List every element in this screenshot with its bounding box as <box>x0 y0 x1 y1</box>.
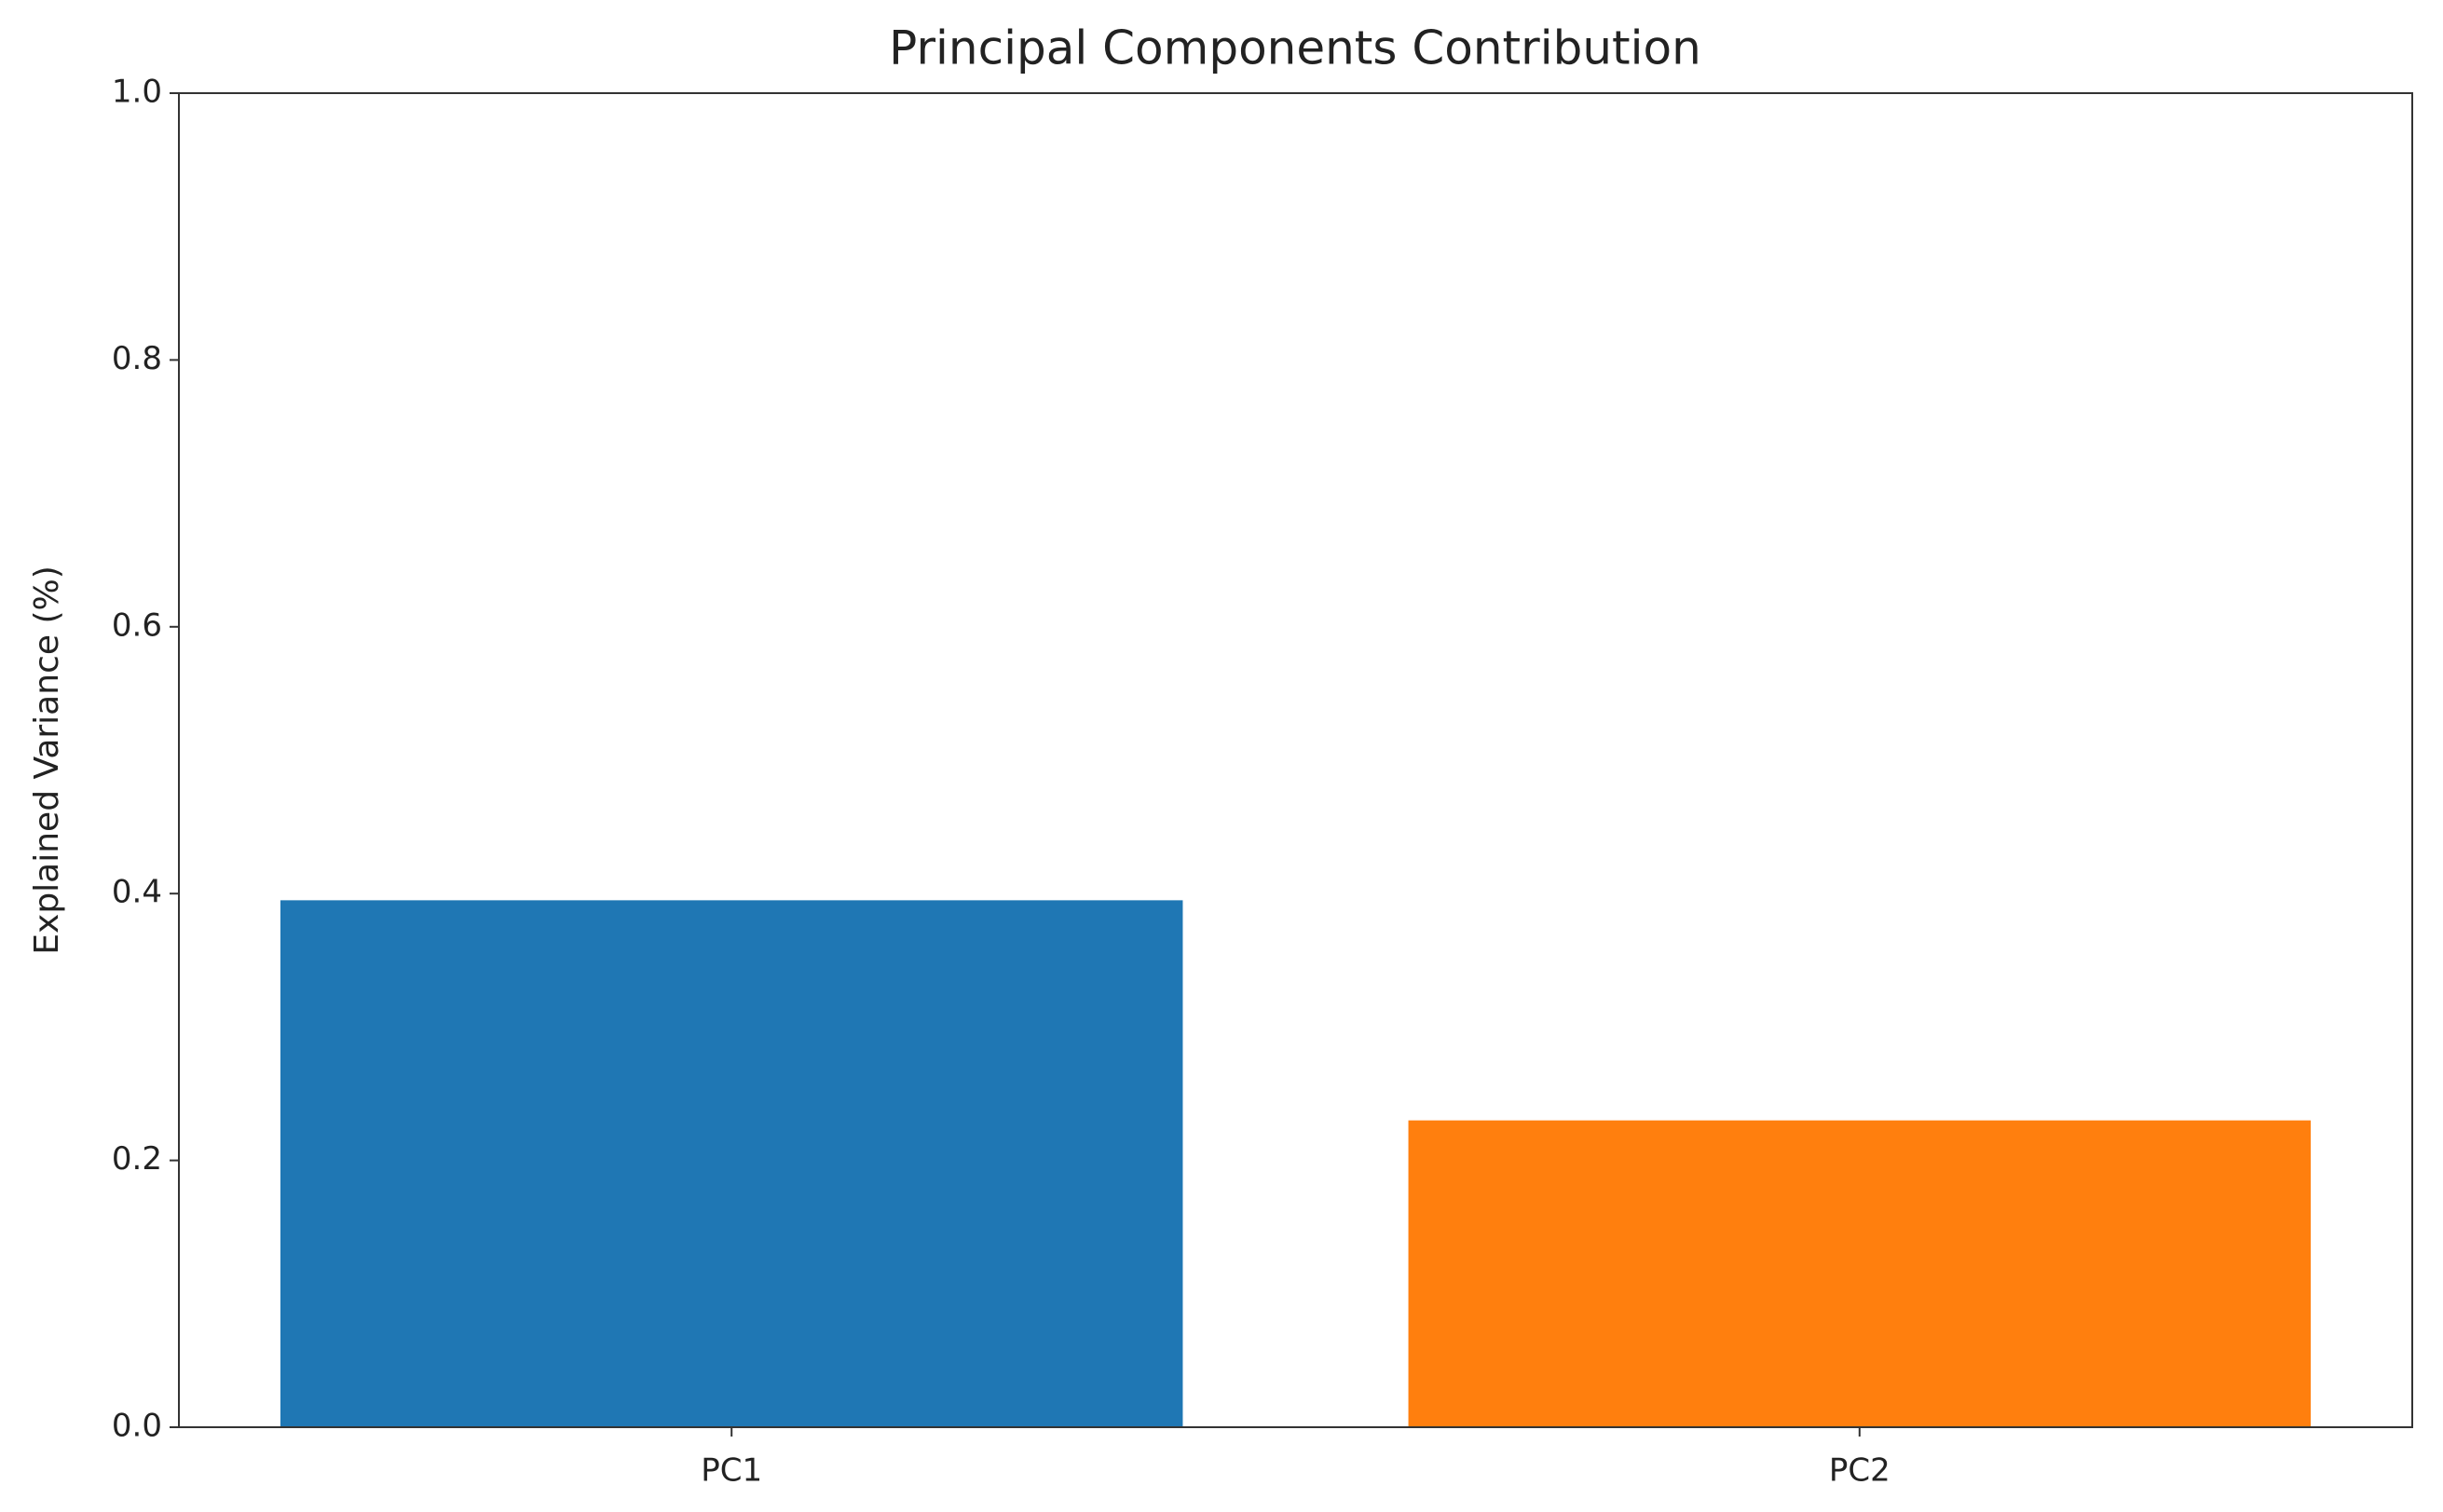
y-axis-label: Explained Variance (%) <box>28 565 66 954</box>
y-tick-label: 1.0 <box>112 74 162 111</box>
x-tick-label: PC1 <box>701 1452 762 1490</box>
y-tick-label: 0.4 <box>112 874 162 911</box>
bar <box>1408 1120 2312 1427</box>
bar <box>280 900 1183 1427</box>
chart-title: Principal Components Contribution <box>889 21 1701 75</box>
x-tick-label: PC2 <box>1829 1452 1890 1490</box>
y-tick-label: 0.6 <box>112 606 162 644</box>
y-tick-label: 0.8 <box>112 340 162 377</box>
y-tick-label: 0.0 <box>112 1408 162 1445</box>
y-tick-label: 0.2 <box>112 1140 162 1178</box>
plot-frame <box>178 92 2413 1428</box>
